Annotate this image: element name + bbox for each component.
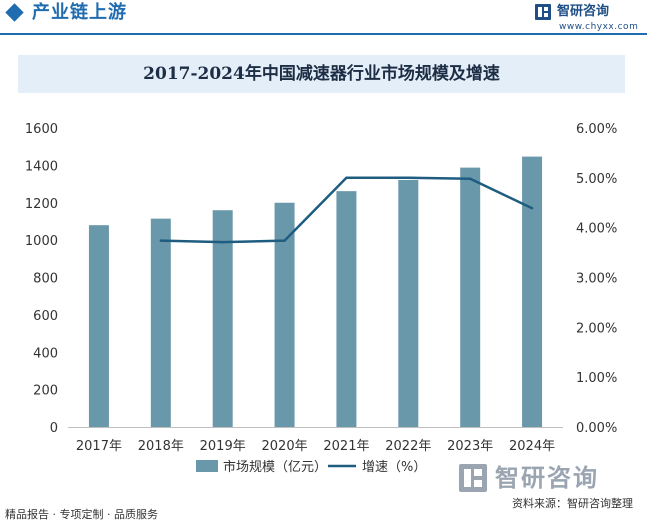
bar-market-size — [398, 179, 419, 427]
brand-name: 智研咨询 — [557, 4, 610, 19]
point-growth-rate — [407, 176, 410, 180]
point-growth-rate — [345, 176, 348, 180]
y-left-tick-label: 600 — [33, 309, 58, 324]
y-right-tick-label: 1.00% — [576, 371, 617, 386]
point-growth-rate — [530, 207, 534, 210]
page-header: 产业链上游 智研咨询 www.chyxx.com — [0, 0, 647, 40]
bar-market-size — [460, 167, 481, 427]
y-left-tick-label: 1400 — [25, 159, 58, 174]
point-growth-rate — [468, 177, 472, 181]
bar-market-size — [336, 191, 357, 427]
brand-url: www.chyxx.com — [559, 22, 639, 32]
chart-title-box: 2017-2024年中国减速器行业市场规模及增速 — [18, 55, 625, 93]
x-tick-label: 2020年 — [262, 439, 308, 454]
y-left-tick-label: 1200 — [25, 197, 58, 212]
x-tick-label: 2022年 — [385, 439, 431, 454]
legend-swatch-market-size — [196, 460, 218, 472]
chart-title: 2017-2024年中国减速器行业市场规模及增速 — [143, 64, 500, 84]
y-right-tick-label: 3.00% — [576, 272, 617, 287]
point-growth-rate — [159, 239, 163, 242]
point-growth-rate — [283, 239, 286, 242]
y-left-tick-label: 800 — [33, 272, 58, 287]
footer-slogan: 精品报告 · 专项定制 · 品质服务 — [5, 508, 158, 521]
section-title: 产业链上游 — [32, 2, 127, 23]
bar-market-size — [522, 156, 543, 428]
x-tick-label: 2018年 — [138, 439, 184, 454]
legend-label-growth-rate: 增速（%） — [362, 460, 426, 475]
bar-market-size — [212, 210, 233, 427]
y-right-tick-label: 6.00% — [576, 122, 617, 137]
x-tick-label: 2019年 — [200, 439, 246, 454]
y-right-tick-label: 2.00% — [576, 321, 617, 336]
footer-bar — [0, 505, 647, 526]
brand-logo-icon — [535, 4, 551, 20]
y-left-tick-label: 1600 — [25, 122, 58, 137]
legend-label-market-size: 市场规模（亿元） — [223, 459, 327, 475]
y-right-tick-label: 4.00% — [576, 222, 617, 237]
x-tick-label: 2021年 — [323, 439, 369, 454]
brand-block: 智研咨询 www.chyxx.com — [535, 4, 639, 34]
x-tick-label: 2023年 — [447, 439, 493, 454]
bar-market-size — [88, 225, 109, 427]
footer-source: 资料来源：智研咨询整理 — [512, 497, 633, 510]
bar-market-size — [150, 218, 171, 427]
x-tick-label: 2024年 — [509, 439, 555, 454]
watermark-text: 智研咨询 — [495, 464, 599, 492]
y-left-tick-label: 200 — [33, 384, 58, 399]
y-left-tick-label: 1000 — [25, 234, 58, 249]
y-right-tick-label: 5.00% — [576, 172, 617, 187]
y-left-tick-label: 0 — [50, 421, 58, 436]
header-divider — [0, 33, 647, 35]
bar-market-size — [274, 202, 295, 427]
point-growth-rate — [221, 240, 224, 244]
y-right-tick-label: 0.00% — [576, 421, 617, 436]
watermark-logo-icon — [459, 464, 487, 492]
watermark: 智研咨询 — [459, 462, 629, 494]
y-left-tick-label: 400 — [33, 346, 58, 361]
x-tick-label: 2017年 — [76, 439, 122, 454]
